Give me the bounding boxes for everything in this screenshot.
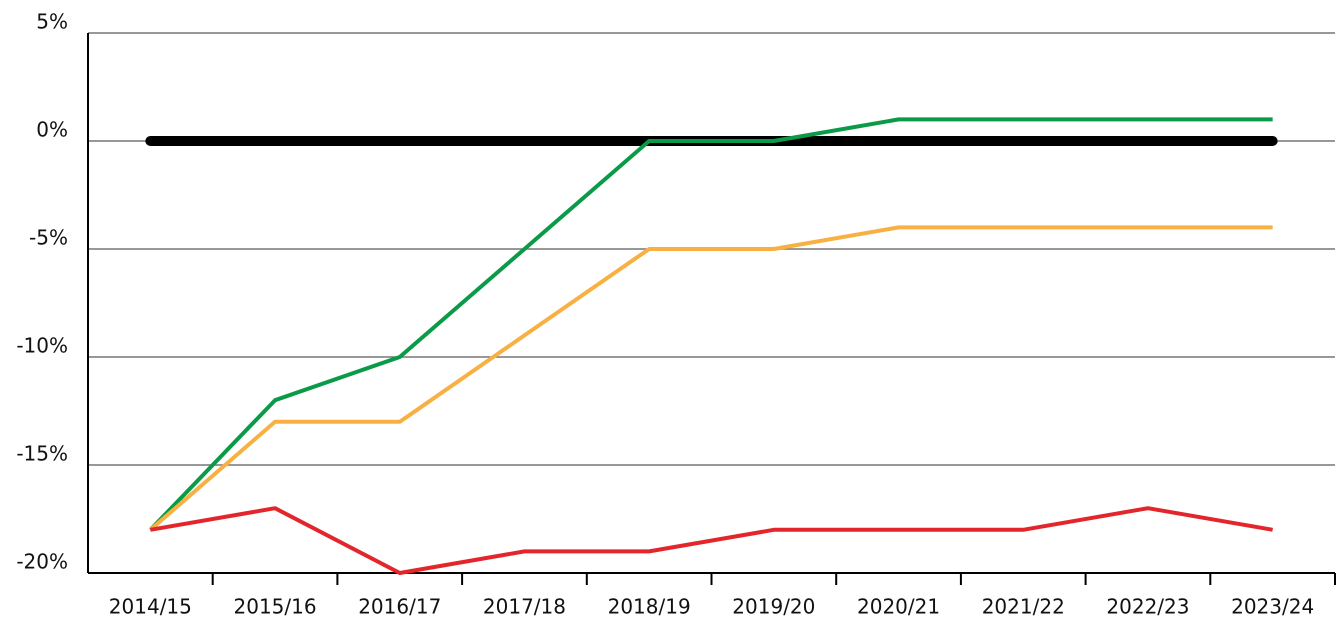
x-tick-label: 2019/20 <box>732 595 815 619</box>
series-line <box>150 506 1273 575</box>
x-tick-label: 2015/16 <box>234 595 317 619</box>
x-tick-label: 2022/23 <box>1106 595 1189 619</box>
x-tick-label: 2018/19 <box>608 595 691 619</box>
x-tick-label: 2016/17 <box>358 595 441 619</box>
x-tick-label: 2023/24 <box>1231 595 1314 619</box>
x-tick-label: 2020/21 <box>857 595 940 619</box>
x-tick-label: 2017/18 <box>483 595 566 619</box>
y-tick-label: -20% <box>16 550 68 574</box>
x-tick-label: 2014/15 <box>109 595 192 619</box>
y-tick-label: 5% <box>36 10 68 34</box>
y-tick-label: -10% <box>16 334 68 358</box>
x-tick-label: 2021/22 <box>982 595 1065 619</box>
y-tick-label: 0% <box>36 118 68 142</box>
y-tick-label: -15% <box>16 442 68 466</box>
series-line <box>148 117 1273 532</box>
series-line <box>149 225 1273 532</box>
y-tick-label: -5% <box>29 226 68 250</box>
